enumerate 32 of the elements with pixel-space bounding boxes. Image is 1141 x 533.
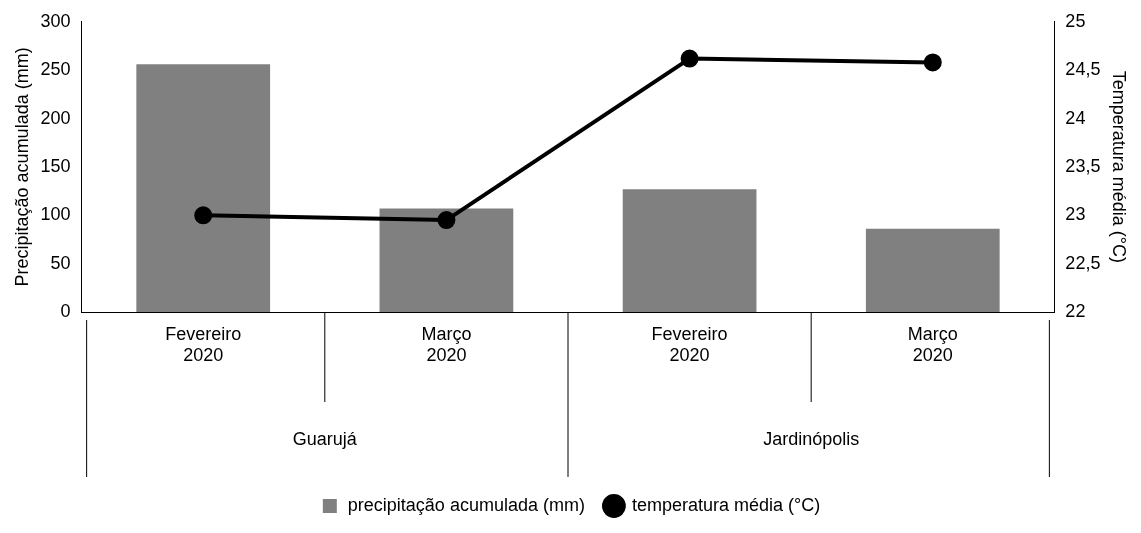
y2-tick-label: 23,5 <box>1065 155 1101 176</box>
y-tick-label: 200 <box>40 107 71 128</box>
text: Guarujá <box>292 428 358 449</box>
x-tick-label: Fevereiro 2020 <box>651 323 728 366</box>
y-tick-label: 0 <box>60 300 71 321</box>
x-tick-label: Março 2020 <box>907 323 958 366</box>
point <box>194 206 213 225</box>
text: Jardinópolis <box>763 428 860 449</box>
bar <box>622 189 757 312</box>
y-tick-label: 300 <box>40 10 71 31</box>
bar <box>136 64 271 312</box>
y-tick-label: 50 <box>50 252 71 273</box>
y2-axis-title: Temperatura média (°C) <box>1109 70 1130 264</box>
point <box>923 53 942 72</box>
x-tick-label: Fevereiro 2020 <box>165 323 242 366</box>
y-axis-title: Precipitação acumulada (mm) <box>11 47 32 287</box>
y2-tick-label: 25 <box>1065 10 1086 31</box>
y-tick-label: 250 <box>40 59 71 80</box>
legend-label: precipitação acumulada (mm) <box>347 494 585 515</box>
bar <box>379 208 514 312</box>
x-tick-label: Março 2020 <box>421 323 472 366</box>
point <box>437 211 456 230</box>
y-tick-label: 100 <box>40 204 71 225</box>
y2-tick-label: 24 <box>1065 107 1086 128</box>
point <box>680 49 699 68</box>
y2-tick-label: 22 <box>1065 300 1086 321</box>
bar <box>865 228 1000 312</box>
y2-tick-label: 22,5 <box>1065 252 1101 273</box>
legend-label: temperatura média (°C) <box>631 494 821 515</box>
y-tick-label: 150 <box>40 155 71 176</box>
y2-tick-label: 24,5 <box>1065 59 1101 80</box>
y2-tick-label: 23 <box>1065 204 1086 225</box>
